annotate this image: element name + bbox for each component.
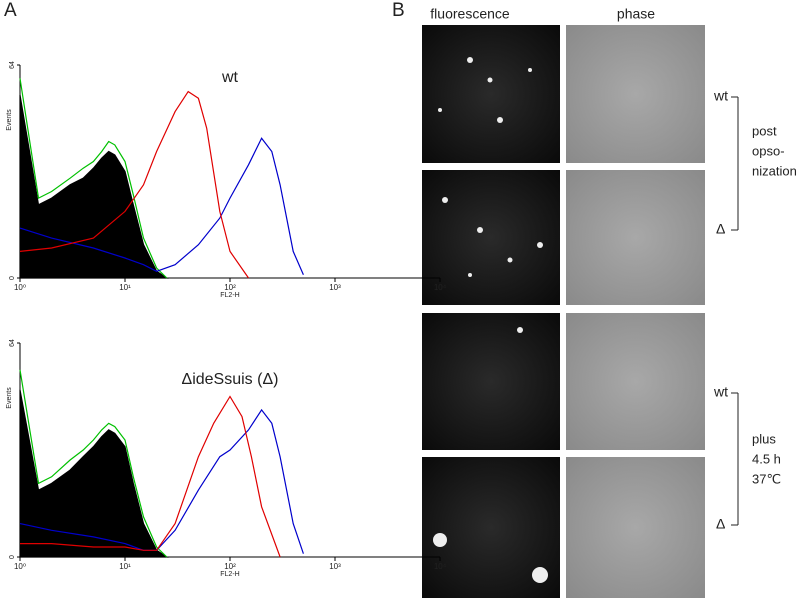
micrograph — [566, 313, 705, 450]
x-tick-label: 10⁴ — [434, 562, 447, 571]
micrograph — [566, 25, 705, 163]
row-label: Δ — [716, 516, 725, 532]
histogram-line — [19, 137, 304, 275]
x-tick-label: 10⁰ — [14, 562, 26, 571]
histogram-line — [19, 90, 249, 279]
panel-label: B — [392, 0, 405, 21]
condition: 4.5 h — [752, 451, 781, 466]
histogram-line — [19, 408, 304, 554]
row-label: Δ — [716, 221, 725, 237]
y-tick-label: 0 — [9, 555, 16, 559]
x-tick-label: 10² — [224, 562, 236, 571]
condition: 37℃ — [752, 471, 781, 486]
histogram-area — [19, 389, 169, 558]
y-tick-label: 64 — [9, 61, 16, 69]
histogram-line — [19, 369, 168, 558]
micrograph — [422, 170, 560, 305]
micrographs — [422, 25, 705, 598]
panel-label: A — [4, 0, 17, 21]
x-tick-label: 10³ — [329, 562, 341, 571]
x-tick-label: 10⁴ — [434, 283, 447, 292]
x-tick-label: 10³ — [329, 283, 341, 292]
x-axis-label: FL2-H — [220, 571, 239, 578]
condition: nization — [752, 163, 797, 178]
histogram-line — [20, 395, 281, 558]
y-axis-label: Events — [6, 387, 13, 409]
column-label: phase — [617, 6, 655, 22]
brackets — [731, 96, 739, 526]
histogram-area — [19, 94, 169, 279]
micrograph — [566, 170, 705, 305]
histogram-line — [19, 78, 168, 279]
condition: post — [752, 123, 777, 138]
y-tick-label: 0 — [9, 276, 16, 280]
x-tick-label: 10¹ — [119, 283, 131, 292]
x-tick-label: 10² — [224, 283, 236, 292]
row-label: wt — [713, 384, 728, 400]
micrograph — [566, 457, 705, 598]
micrograph — [422, 25, 560, 163]
micrograph — [422, 313, 560, 450]
column-label: fluorescence — [430, 6, 510, 22]
condition: opso- — [752, 143, 785, 158]
y-tick-label: 64 — [9, 339, 16, 347]
row-label: wt — [713, 88, 728, 104]
condition: plus — [752, 431, 776, 446]
x-tick-label: 10¹ — [119, 562, 131, 571]
x-axis-label: FL2-H — [220, 292, 239, 299]
y-axis-label: Events — [6, 109, 13, 131]
x-tick-label: 10⁰ — [14, 283, 26, 292]
bacteria-dots — [433, 57, 548, 583]
chart-title: ΔideSsuis (Δ) — [182, 371, 279, 388]
chart-title: wt — [221, 69, 239, 86]
